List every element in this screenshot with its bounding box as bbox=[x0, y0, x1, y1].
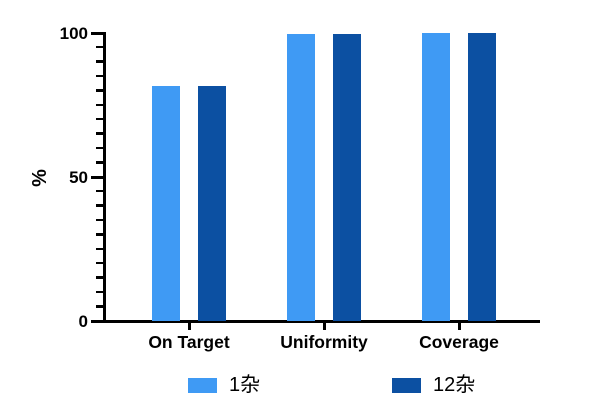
y-tick-label-50: 50 bbox=[69, 168, 88, 187]
y-major-tick-0 bbox=[91, 319, 103, 323]
y-tick-label-0: 0 bbox=[78, 312, 88, 331]
y-minor-tick-75 bbox=[96, 103, 103, 106]
bar-1杂-coverage bbox=[422, 33, 450, 321]
y-minor-tick-60 bbox=[96, 146, 103, 150]
y-major-tick-50 bbox=[91, 175, 103, 179]
y-minor-tick-65 bbox=[96, 132, 103, 135]
legend-swatch-series-1 bbox=[188, 378, 217, 393]
y-minor-tick-5 bbox=[96, 305, 103, 308]
legend-label-series-2: 12杂 bbox=[433, 374, 476, 396]
y-minor-tick-85 bbox=[96, 74, 103, 78]
y-minor-tick-90 bbox=[96, 60, 103, 63]
y-minor-tick-15 bbox=[96, 276, 103, 279]
category-label-coverage: Coverage bbox=[419, 332, 499, 352]
legend-label-series-1: 1杂 bbox=[229, 374, 261, 396]
category-label-uniformity: Uniformity bbox=[280, 332, 368, 352]
y-minor-tick-10 bbox=[96, 290, 103, 294]
bar-12杂-on-target bbox=[198, 85, 226, 321]
x-tick-coverage bbox=[457, 321, 461, 330]
y-minor-tick-95 bbox=[96, 45, 103, 49]
y-minor-tick-70 bbox=[96, 117, 103, 121]
x-axis bbox=[103, 320, 540, 323]
y-tick-label-100: 100 bbox=[59, 24, 88, 43]
y-minor-tick-25 bbox=[96, 247, 103, 250]
x-tick-uniformity bbox=[322, 321, 326, 330]
y-minor-tick-20 bbox=[96, 261, 103, 265]
category-label-on-target: On Target bbox=[148, 332, 230, 352]
y-minor-tick-40 bbox=[96, 204, 103, 207]
y-minor-tick-35 bbox=[96, 218, 103, 222]
x-tick-on-target bbox=[187, 321, 191, 330]
y-minor-tick-30 bbox=[96, 233, 103, 236]
y-axis bbox=[103, 32, 106, 322]
bar-12杂-coverage bbox=[468, 33, 496, 321]
y-minor-tick-80 bbox=[96, 89, 103, 92]
legend-swatch-series-2 bbox=[392, 378, 421, 393]
y-minor-tick-55 bbox=[96, 161, 103, 164]
bar-12杂-uniformity bbox=[333, 33, 361, 321]
bar-1杂-uniformity bbox=[287, 33, 315, 321]
y-major-tick-100 bbox=[91, 31, 103, 35]
y-minor-tick-45 bbox=[96, 189, 103, 193]
bar-1杂-on-target bbox=[152, 86, 180, 321]
